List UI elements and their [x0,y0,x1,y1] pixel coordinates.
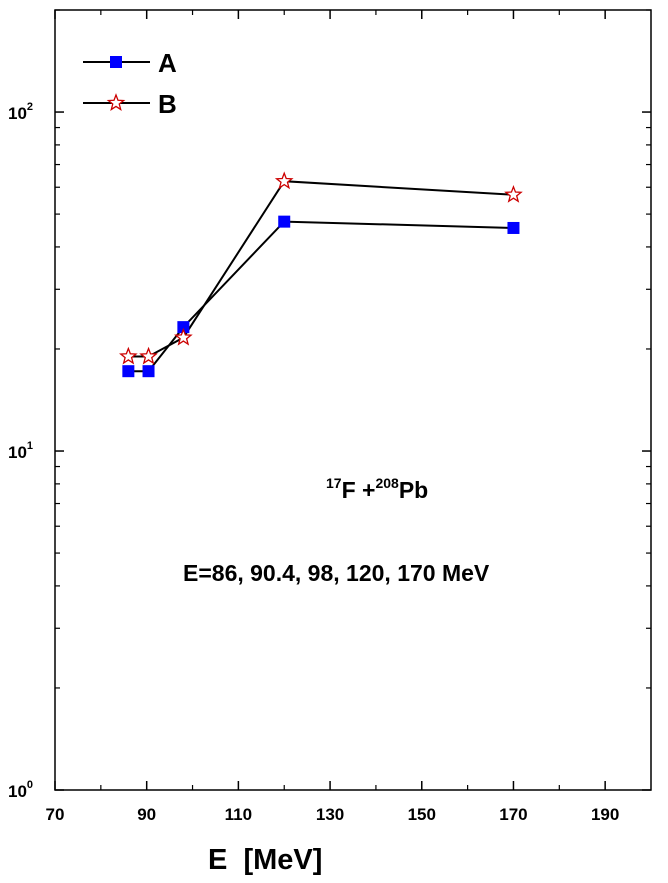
data-point-a [142,365,155,378]
x-tick-label: 130 [316,805,344,824]
x-tick-labels: 70 90 110 130 150 170 190 [46,805,620,824]
y-tick-label: 101 [8,440,33,462]
reaction-p2: Pb [399,477,428,503]
x-axis-label: E [MeV] [208,844,322,876]
x-tick-label: 70 [46,805,65,824]
axis-ticks [54,9,651,791]
reaction-annotation: 17F +208Pb [326,475,428,503]
x-tick-label: 170 [499,805,527,824]
y-tick-labels: 100 101 102 [8,101,33,801]
energies-annotation: E=86, 90.4, 98, 120, 170 MeV [183,560,490,586]
data-point-a [122,365,135,378]
plot-frame [54,9,652,791]
x-tick-label: 190 [591,805,619,824]
legend-marker-b [106,93,126,111]
series-markers [119,171,523,378]
data-point-a [177,321,190,334]
data-point-b [174,327,193,346]
reaction-p1-sup: 17 [326,475,342,491]
x-tick-label: 110 [225,805,252,824]
y-tick-label: 102 [8,101,33,123]
legend-marker-a [110,56,122,68]
reaction-p2-sup: 208 [375,475,399,491]
data-point-a [278,215,291,228]
legend: A B [83,48,177,119]
data-point-a [507,221,520,234]
reaction-p1: F + [342,477,376,503]
legend-star-shape [106,93,126,111]
x-tick-label: 90 [137,805,156,824]
legend-label-a: A [158,48,177,78]
x-tick-label: 150 [408,805,436,824]
data-point-b [504,184,523,203]
data-point-b [119,346,138,365]
legend-label-b: B [158,89,177,119]
data-point-b [274,171,294,190]
y-tick-label: 100 [8,779,33,801]
data-point-b [139,346,158,365]
